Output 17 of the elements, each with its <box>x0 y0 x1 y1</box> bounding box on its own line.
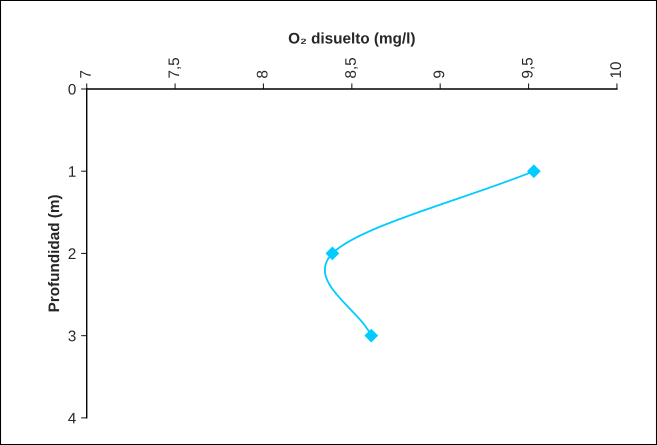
y-tick-label: 4 <box>68 412 76 424</box>
x-tick-label: 8,5 <box>345 58 358 78</box>
x-tick-label: 7,5 <box>168 58 181 78</box>
x-axis-title: O₂ disuelto (mg/l) <box>288 32 415 47</box>
y-tick-label: 2 <box>68 248 76 259</box>
y-tick-label: 0 <box>68 84 76 95</box>
y-tick-label: 3 <box>68 330 76 342</box>
y-tick-label: 1 <box>68 166 76 177</box>
y-axis-title: Profundidad (m) <box>48 195 62 312</box>
point <box>364 329 378 342</box>
point <box>326 246 339 260</box>
x-tick-label: 9,5 <box>522 58 534 78</box>
x-tick-label: 10 <box>610 62 622 78</box>
point <box>527 164 540 178</box>
x-tick-label: 9 <box>433 70 444 78</box>
x-tick-label: 8 <box>256 70 268 78</box>
x-tick-label: 7 <box>80 70 91 78</box>
